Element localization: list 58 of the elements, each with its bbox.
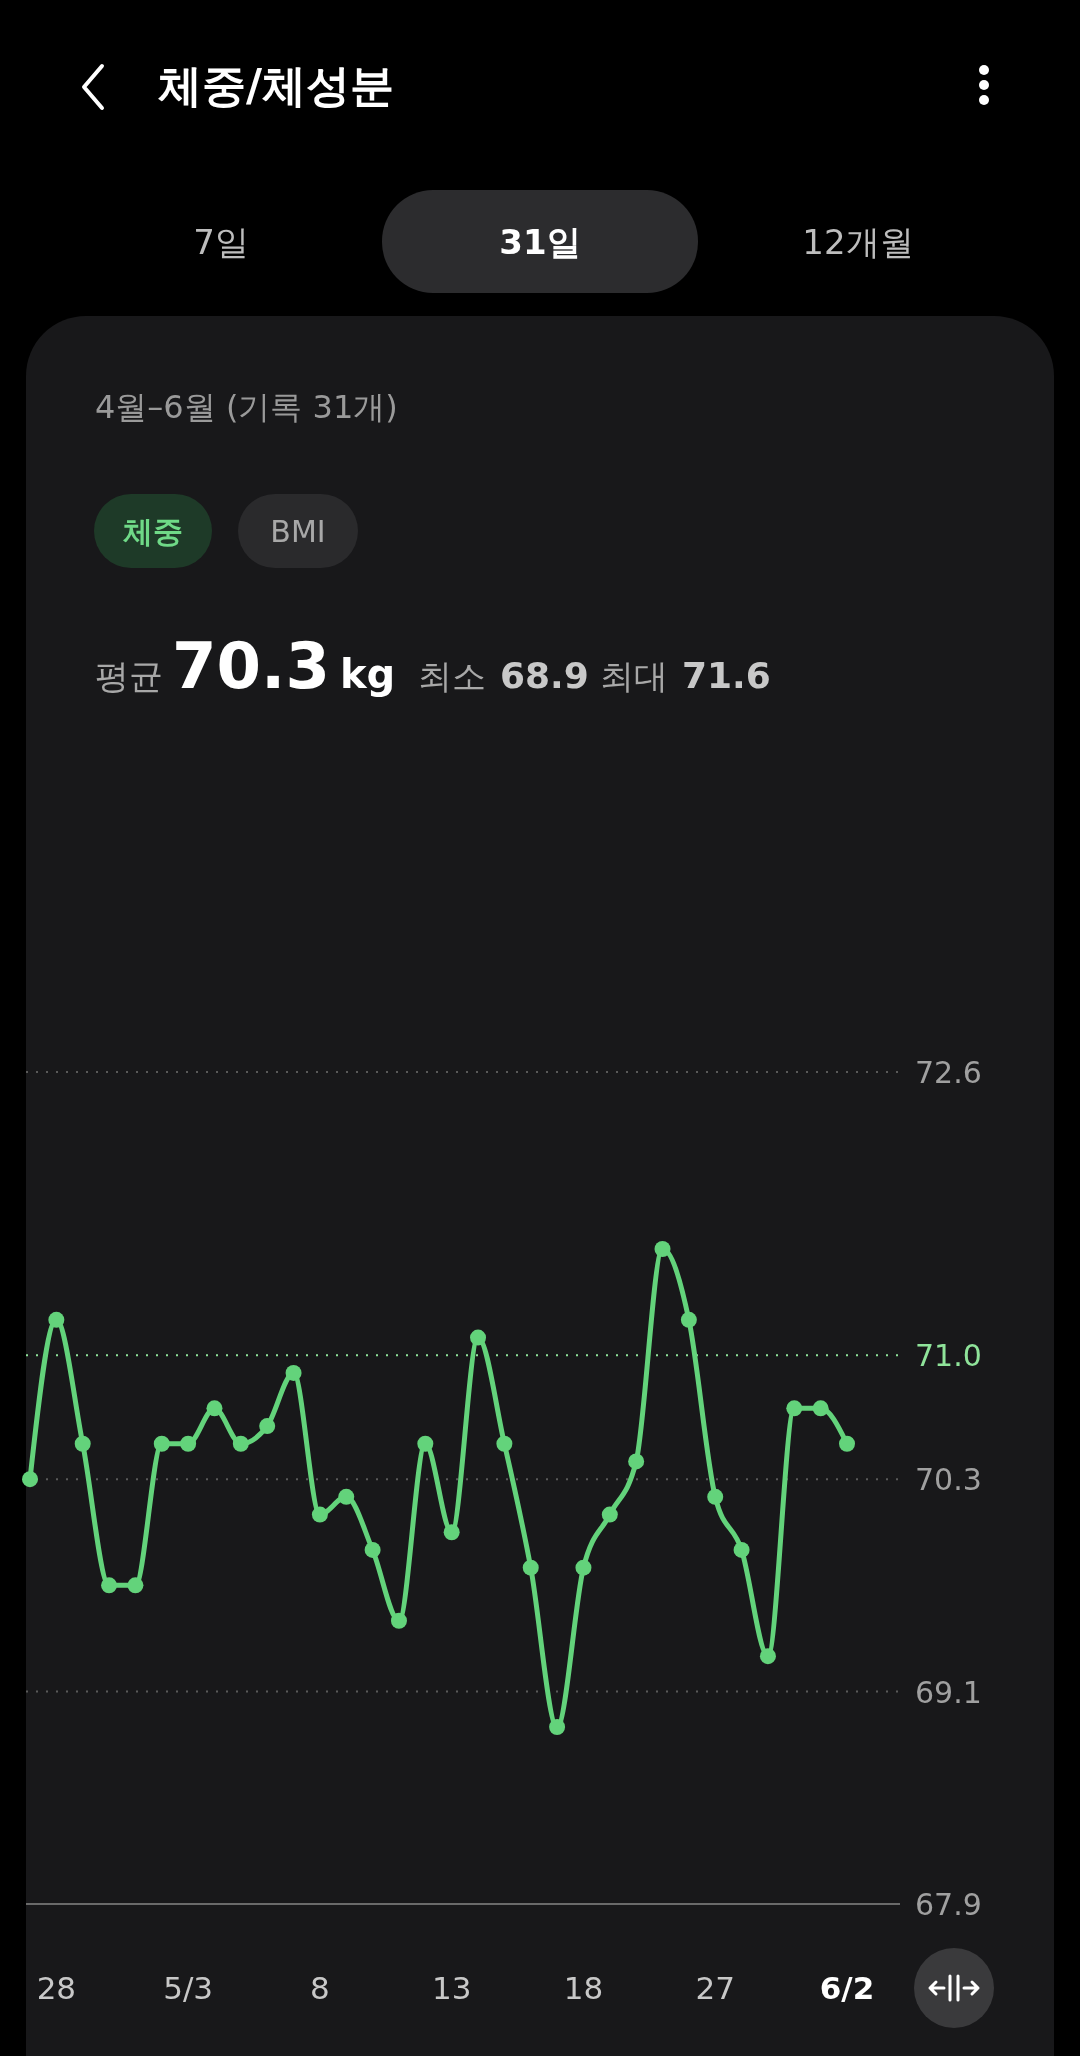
y-tick-label: 69.1 [915,1674,982,1710]
x-tick-label: 28 [36,1970,77,2006]
point [496,1435,513,1452]
point [311,1506,328,1523]
point [232,1435,249,1452]
text: 71.6 [682,655,771,696]
point [601,1506,618,1523]
point [443,1524,460,1541]
point [549,1718,566,1735]
text: 7일 [193,222,249,262]
text: 평균 [95,656,163,696]
point [707,1488,724,1505]
point [48,1311,65,1328]
point [733,1541,750,1558]
y-tick-label: 67.9 [915,1887,982,1922]
y-tick-label: 72.6 [915,1055,982,1090]
point [417,1435,434,1452]
point [180,1435,197,1452]
text: 70.3 [172,629,330,703]
point [680,1311,697,1328]
text: 체중 [123,514,183,549]
y-tick-label: 70.3 [915,1462,982,1498]
ref-line-label: 71.0 [915,1338,982,1374]
chart-subtitle: 4월–6월 (기록 31개) [95,388,398,426]
point [101,1577,118,1594]
point [759,1648,776,1665]
x-tick-label: 18 [563,1970,604,2006]
point [206,1400,223,1417]
text: 68.9 [500,655,589,696]
point [364,1541,381,1558]
text: kg [340,651,396,697]
point [22,1471,38,1488]
point [259,1418,276,1435]
point [285,1364,302,1381]
point [470,1329,487,1346]
point [522,1559,539,1576]
text: 12개월 [802,222,914,262]
x-tick-label: 27 [695,1970,735,2006]
point [153,1435,170,1452]
point [127,1577,144,1594]
text: BMI [270,514,326,549]
text: 31일 [499,222,581,262]
x-tick-label: 5/3 [163,1970,214,2006]
point [812,1400,829,1417]
point [839,1435,855,1452]
x-tick-label: 8 [310,1970,330,2006]
point [338,1488,355,1505]
x-tick-label: 6/2 [819,1970,875,2006]
text: 최소 [418,656,486,696]
point [575,1559,592,1576]
chart-title: 체중/체성분 [158,60,395,111]
x-tick-label: 13 [431,1970,472,2006]
point [74,1435,91,1452]
point [390,1612,407,1629]
point [654,1241,671,1258]
point [786,1400,803,1417]
text: 최대 [600,656,668,696]
point [628,1453,645,1470]
